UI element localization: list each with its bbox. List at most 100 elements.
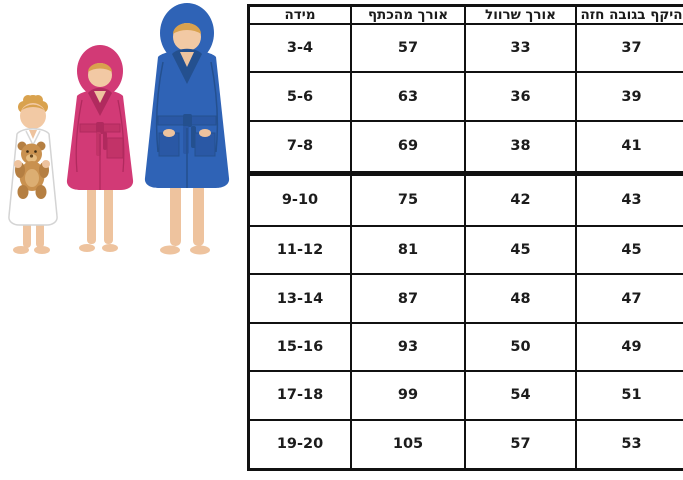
boy-leg: [170, 182, 181, 246]
measurement-cell: 42: [464, 170, 577, 227]
size-table-row: 19-20 105 57 53: [247, 418, 683, 471]
girl-foot: [79, 244, 95, 252]
teddy-muzzle: [26, 154, 37, 162]
measurement-cell: 53: [575, 418, 683, 471]
size-value-cell: 11-12: [247, 224, 352, 276]
boy-hand-in-pocket: [163, 129, 175, 137]
size-value-cell: 17-18: [247, 370, 352, 421]
size-table-row: 15-16 93 50 49: [247, 321, 683, 373]
toddler-face: [20, 103, 46, 129]
size-table-row: 7-8 69 38 41: [247, 119, 683, 175]
girl-leg: [104, 184, 113, 244]
size-table-column-header: מידה: [247, 4, 352, 25]
size-table-row: 13-14 87 48 47: [247, 273, 683, 324]
measurement-cell: 33: [464, 22, 577, 74]
size-value-cell: 7-8: [247, 119, 352, 175]
measurement-cell: 81: [350, 224, 466, 276]
measurement-cell: 99: [350, 370, 466, 421]
measurement-cell: 63: [350, 71, 466, 122]
toddler-hair: [22, 104, 44, 110]
boy-belt-knot: [183, 114, 192, 127]
teddy-eye: [26, 150, 29, 153]
teddy-bear: [15, 141, 49, 199]
measurement-cell: 54: [464, 370, 577, 421]
size-value-cell: 13-14: [247, 273, 352, 324]
size-table-row: 5-6 63 36 39: [247, 71, 683, 122]
measurement-cell: 36: [464, 71, 577, 122]
size-value-cell: 5-6: [247, 71, 352, 122]
toddler-white-robe-figure: [8, 95, 58, 254]
boy-neck: [180, 52, 194, 67]
size-value-cell: 19-20: [247, 418, 352, 471]
measurement-cell: 51: [575, 370, 683, 421]
girl-belt-knot: [96, 122, 104, 134]
girl-pocket: [106, 137, 124, 159]
girl-sleeve-seam: [75, 99, 83, 173]
measurement-cell: 45: [575, 224, 683, 276]
measurement-cell: 47: [575, 273, 683, 324]
toddler-neck: [29, 130, 37, 139]
boy-leg: [193, 182, 204, 246]
girl-leg: [87, 184, 96, 244]
measurement-cell: 69: [350, 119, 466, 175]
toddler-hair-curl: [23, 95, 33, 105]
boy-foot: [160, 245, 180, 255]
girl-hair: [88, 63, 112, 72]
toddler-hand: [42, 160, 50, 168]
boy-sleeve-seam: [210, 61, 219, 153]
measurement-cell: 48: [464, 273, 577, 324]
teddy-nose: [29, 154, 34, 158]
toddler-leg: [36, 220, 44, 248]
teddy-eye: [34, 150, 37, 153]
boy-hand-in-pocket: [199, 129, 211, 137]
size-table-header-row: מידה אורך מהכתף אורך שרוול היקף בגובה חזה: [247, 4, 683, 25]
toddler-hair-curl: [33, 95, 43, 105]
toddler-leg: [23, 220, 31, 248]
girl-foot: [102, 244, 118, 252]
girl-belt-strap: [103, 132, 107, 150]
size-table-column-header: היקף בגובה חזה: [575, 4, 683, 25]
measurement-cell: 49: [575, 321, 683, 373]
toddler-foot: [13, 246, 29, 254]
boy-foot: [190, 245, 210, 255]
size-table-row: 3-4 57 33 37: [247, 22, 683, 74]
boy-hair: [173, 23, 201, 34]
measurement-cell: 45: [464, 224, 577, 276]
measurement-cell: 105: [350, 418, 466, 471]
measurement-cell: 57: [464, 418, 577, 471]
toddler-hand: [14, 160, 22, 168]
measurement-cell: 39: [575, 71, 683, 122]
measurement-cell: 43: [575, 170, 683, 227]
boy-belt-strap: [183, 126, 189, 154]
toddler-foot: [34, 246, 50, 254]
size-value-cell: 15-16: [247, 321, 352, 373]
measurement-cell: 93: [350, 321, 466, 373]
size-table-row: 17-18 99 54 51: [247, 370, 683, 421]
measurement-cell: 38: [464, 119, 577, 175]
girl-sleeve-seam: [117, 99, 125, 173]
size-table-body: 3-4 57 33 37 5-6 63 36 39 7-8 69 38 41 9-10 75 42 43 11-…: [247, 22, 683, 471]
size-chart-table: מידה אורך מהכתף אורך שרוול היקף בגובה חזה 3…: [247, 4, 683, 471]
measurement-cell: 57: [350, 22, 466, 74]
children-bathrobes-illustration: [8, 3, 230, 255]
boy-blue-robe-figure: [144, 3, 230, 255]
boy-sleeve-seam: [155, 61, 164, 153]
teddy-belly: [25, 169, 39, 187]
measurement-cell: 41: [575, 119, 683, 175]
measurement-cell: 50: [464, 321, 577, 373]
size-table-row: 9-10 75 42 43: [247, 170, 683, 227]
size-table-column-header: אורך מהכתף: [350, 4, 466, 25]
teddy-leg: [35, 185, 47, 199]
girl-neck: [94, 91, 106, 103]
size-table-row: 11-12 81 45 45: [247, 224, 683, 276]
measurement-cell: 75: [350, 170, 466, 227]
measurement-cell: 37: [575, 22, 683, 74]
teddy-leg: [17, 185, 29, 199]
children-bathrobes-photo: [0, 0, 243, 270]
measurement-cell: 87: [350, 273, 466, 324]
size-value-cell: 9-10: [247, 170, 352, 227]
size-table-column-header: אורך שרוול: [464, 4, 577, 25]
size-value-cell: 3-4: [247, 22, 352, 74]
girl-pink-robe-figure: [66, 45, 134, 252]
